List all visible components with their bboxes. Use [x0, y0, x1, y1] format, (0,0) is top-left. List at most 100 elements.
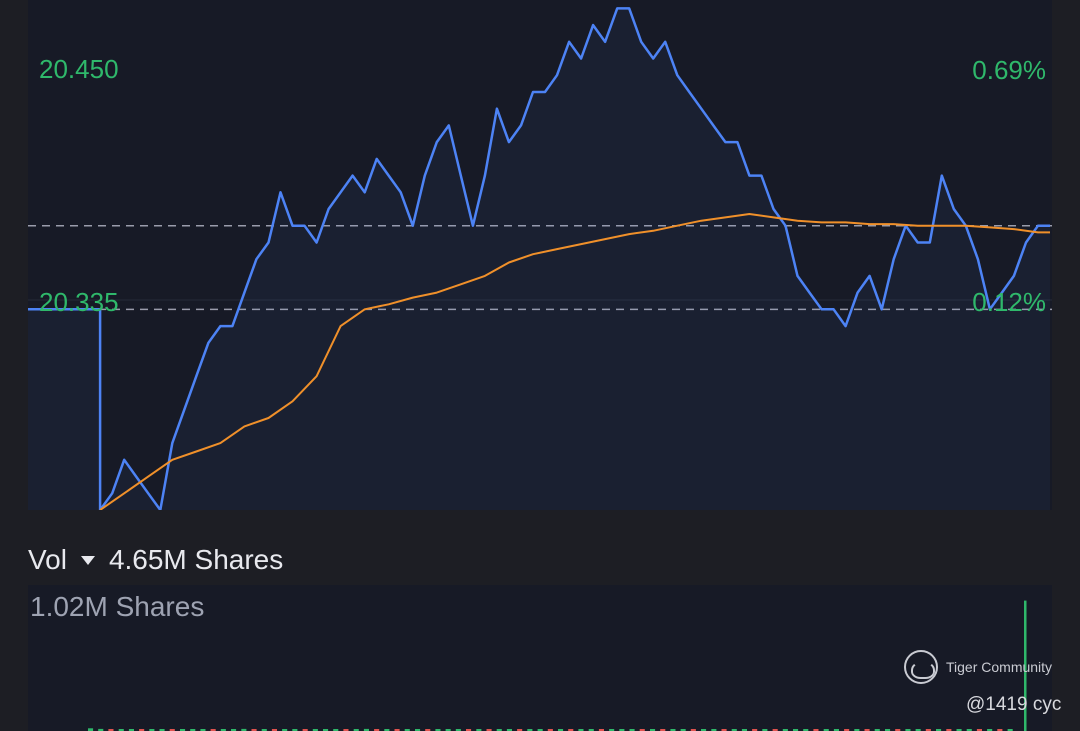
volume-bar [506, 729, 512, 731]
volume-bar [343, 729, 349, 731]
volume-bar [435, 729, 441, 731]
average-price-line [99, 213, 1050, 510]
volume-bar [619, 729, 625, 731]
volume-bar [946, 729, 952, 731]
price-area-fill [28, 8, 1050, 510]
volume-bar [333, 729, 339, 731]
volume-bar [609, 729, 615, 731]
volume-bar [159, 729, 165, 731]
volume-bar [282, 729, 288, 731]
y-left-tick-mid: 20.335 [39, 287, 119, 317]
volume-bar [486, 729, 492, 731]
volume-bar [466, 729, 472, 731]
volume-bar [731, 729, 737, 731]
volume-bar [885, 729, 891, 731]
volume-bar [874, 729, 880, 731]
volume-title: Vol [28, 544, 67, 575]
volume-bar [721, 729, 727, 731]
volume-bar [88, 728, 94, 731]
volume-bar [251, 729, 257, 731]
y-left-tick-top: 20.450 [39, 54, 119, 84]
volume-bar [353, 729, 359, 731]
volume-bar [394, 729, 400, 731]
watermark: Tiger Community [904, 650, 1052, 684]
volume-bar [813, 729, 819, 731]
volume-bar [98, 728, 104, 731]
volume-bar [455, 729, 461, 731]
volume-bar [180, 729, 186, 731]
volume-bar [149, 729, 155, 731]
volume-bar [772, 729, 778, 731]
volume-bar [363, 728, 369, 731]
volume-bar [190, 729, 196, 731]
volume-bar [752, 729, 758, 731]
volume-bar [118, 729, 124, 731]
volume-bar [374, 729, 380, 731]
volume-bar [701, 729, 707, 731]
volume-bar [690, 729, 696, 731]
volume-bar [292, 729, 298, 731]
volume-bar [568, 729, 574, 731]
volume-bar [537, 729, 543, 731]
volume-bar [1024, 600, 1027, 731]
volume-bar [782, 729, 788, 731]
watermark-brand: Tiger Community [946, 659, 1053, 675]
volume-bar [517, 729, 523, 731]
volume-bar [476, 729, 482, 731]
volume-bar [650, 729, 656, 731]
volume-bar [823, 729, 829, 731]
volume-bar [762, 729, 768, 731]
volume-chart: 1.02M Shares [28, 585, 1052, 731]
volume-bar [210, 729, 216, 731]
volume-bar [1007, 729, 1013, 731]
volume-bar [302, 729, 308, 731]
volume-bar [547, 729, 553, 731]
volume-bar [578, 729, 584, 731]
volume-bar [915, 729, 921, 731]
price-chart: 20.450 20.335 0.69% 0.12% [28, 0, 1052, 510]
volume-bar [854, 729, 860, 731]
volume-bar [425, 729, 431, 731]
volume-bar [312, 729, 318, 731]
volume-bar [384, 729, 390, 731]
volume-bar [895, 729, 901, 731]
volume-bar [966, 729, 972, 731]
volume-bar [803, 729, 809, 731]
volume-bar [220, 729, 226, 731]
volume-max-label: 1.02M Shares [30, 591, 205, 622]
volume-total: 4.65M Shares [108, 544, 284, 575]
volume-bar [323, 729, 329, 731]
volume-bar [241, 728, 247, 731]
volume-bar [793, 729, 799, 731]
price-line [28, 7, 1050, 510]
volume-bar [997, 729, 1003, 731]
price-chart-svg [28, 7, 1052, 510]
volume-bar [527, 729, 533, 731]
volume-bar [558, 729, 564, 731]
volume-bar [629, 729, 635, 731]
volume-chart-svg [88, 600, 1027, 731]
volume-bar [925, 729, 931, 731]
volume-bar [905, 729, 911, 731]
y-right-tick-top: 0.69% [972, 55, 1046, 85]
volume-bar [200, 729, 206, 731]
volume-bar [936, 729, 942, 731]
volume-header[interactable]: Vol 4.65M Shares [28, 542, 283, 578]
volume-bar [864, 729, 870, 731]
caret-down-icon[interactable] [80, 555, 95, 565]
volume-bar [139, 729, 145, 731]
volume-bar [271, 729, 277, 731]
volume-bar [741, 729, 747, 731]
volume-bar [128, 729, 134, 731]
volume-bar [844, 729, 850, 731]
volume-bar [108, 729, 114, 731]
volume-bar [639, 729, 645, 731]
volume-bar [660, 729, 666, 731]
volume-bar [598, 729, 604, 731]
volume-bar [496, 729, 502, 731]
volume-bar [415, 729, 421, 731]
volume-bar [987, 729, 993, 731]
y-right-tick-mid: 0.12% [972, 287, 1046, 317]
volume-bar [670, 729, 676, 731]
volume-bar [588, 729, 594, 731]
